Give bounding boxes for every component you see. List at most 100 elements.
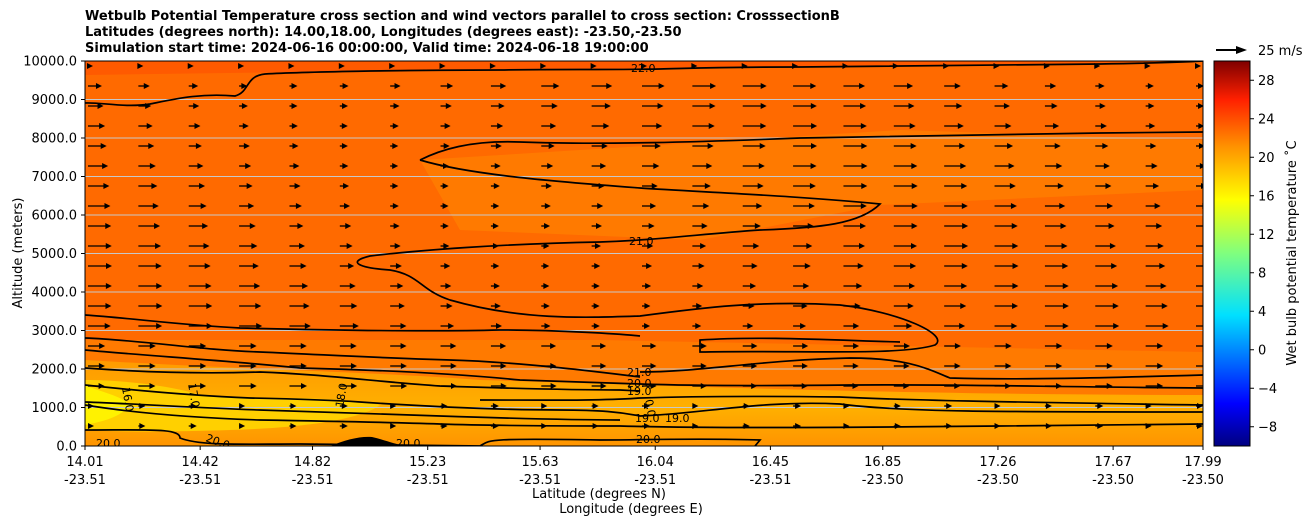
wind-arrow — [339, 183, 350, 189]
wind-arrow — [289, 323, 311, 329]
contour-20-mid — [85, 349, 1203, 389]
wind-arrow — [994, 323, 1018, 329]
wind-arrow — [490, 303, 501, 309]
contour-label-20a: 20.0 — [627, 377, 652, 390]
wind-arrow — [188, 203, 207, 209]
wind-arrow — [88, 303, 112, 309]
wind-arrow — [742, 283, 757, 289]
wind-arrow — [390, 83, 401, 89]
wind-arrow — [893, 203, 918, 209]
wind-arrow — [994, 343, 1012, 349]
wind-arrow — [843, 83, 866, 89]
wind-arrow — [338, 63, 345, 69]
wind-arrow — [288, 63, 295, 69]
wind-arrow — [742, 83, 767, 89]
wind-arrow — [440, 323, 455, 329]
wind-arrow — [1044, 83, 1057, 89]
y-tick-label: 10000.0 — [23, 55, 77, 70]
wind-arrow — [893, 263, 917, 269]
wind-arrow — [1145, 343, 1164, 349]
wind-arrow — [642, 223, 655, 229]
wind-arrow — [944, 183, 968, 189]
contour-19-b — [479, 395, 1203, 406]
x-tick-label-lat: 17.99 — [1184, 455, 1221, 470]
wind-arrow — [642, 283, 652, 289]
x-tick-label-lon: -23.50 — [862, 473, 904, 488]
wind-arrow — [591, 203, 604, 209]
wind-arrow — [137, 63, 144, 69]
contour-19-a — [85, 367, 641, 392]
wind-arrow — [893, 283, 916, 289]
wind-arrow — [893, 163, 918, 169]
wind-arrow — [1145, 223, 1163, 229]
wind-arrow — [1044, 263, 1069, 269]
wind-arrow — [339, 363, 357, 369]
wind-arrow — [642, 123, 663, 129]
wind-arrow — [1145, 203, 1161, 209]
wind-arrow — [1145, 83, 1154, 89]
wind-arrow — [440, 283, 452, 289]
x-tick-label-lon: -23.51 — [634, 473, 676, 488]
contour-19-c — [85, 384, 1203, 417]
wind-arrow — [1145, 103, 1155, 109]
wind-arrow — [692, 143, 714, 149]
colorbar-gradient — [1213, 60, 1251, 447]
wind-arrow — [289, 303, 310, 309]
wind-arrow — [440, 243, 450, 249]
wind-arrow — [541, 283, 550, 289]
wind-arrow — [88, 223, 112, 229]
wind-arrow — [390, 303, 405, 309]
wind-arrow — [188, 183, 206, 189]
wind-arrow — [239, 303, 262, 309]
wind-arrow — [1145, 143, 1157, 149]
wind-arrow — [1145, 243, 1164, 249]
wind-arrow — [490, 403, 499, 409]
wind-arrow — [692, 163, 713, 169]
y-tick-label: 0.0 — [56, 440, 77, 455]
wind-arrow — [339, 163, 349, 169]
wind-arrow — [1095, 263, 1118, 269]
wind-arrow — [138, 183, 158, 189]
wind-arrow — [591, 163, 607, 169]
wind-arrow — [541, 343, 557, 349]
wind-arrow — [1095, 303, 1119, 309]
colorbar-tick-label: 4 — [1258, 305, 1266, 320]
wind-arrow — [88, 123, 106, 129]
wind-arrow — [1196, 103, 1203, 109]
wind-arrow — [238, 63, 245, 69]
wind-arrow — [138, 323, 163, 329]
wind-arrow — [188, 103, 200, 109]
wind-arrow — [390, 383, 408, 389]
contour-label-19c: 19.0 — [665, 412, 690, 425]
wind-arrow — [642, 323, 651, 329]
wind-arrow — [390, 143, 399, 149]
wind-arrow — [692, 283, 704, 289]
wind-arrow — [239, 163, 252, 169]
wind-arrow — [490, 263, 500, 269]
title-line-1: Wetbulb Potential Temperature cross sect… — [85, 9, 840, 24]
x-tick-label-lon: -23.51 — [519, 473, 561, 488]
x-tick-label-lat: 17.67 — [1095, 455, 1132, 470]
wind-arrow — [138, 263, 162, 269]
wind-arrow — [339, 83, 349, 89]
wind-arrow — [642, 263, 653, 269]
wind-arrow — [138, 423, 146, 429]
x-tick-label-lat: 14.01 — [66, 455, 103, 470]
y-tick-label: 3000.0 — [32, 324, 78, 339]
wind-arrow — [1196, 345, 1203, 347]
wind-arrow — [742, 223, 761, 229]
x-axis-label-lon: Longitude (degrees E) — [559, 502, 703, 517]
x-tick-label-lon: -23.51 — [749, 473, 791, 488]
wind-arrow — [742, 103, 767, 109]
contour-21-lobe — [356, 159, 939, 353]
wind-arrow — [994, 163, 1015, 169]
wind-arrow — [541, 263, 550, 269]
wind-arrow — [642, 243, 654, 249]
wind-arrow — [1095, 103, 1106, 109]
wind-arrow — [541, 323, 551, 329]
wind-arrow — [1044, 303, 1069, 309]
wind-arrow — [642, 83, 665, 89]
wind-arrow — [1196, 225, 1203, 227]
wind-arrow — [490, 183, 500, 189]
plot-area: 22.0 21.0 21.0 20.0 19.0 19.0 19.0 20.0 … — [85, 61, 1203, 446]
